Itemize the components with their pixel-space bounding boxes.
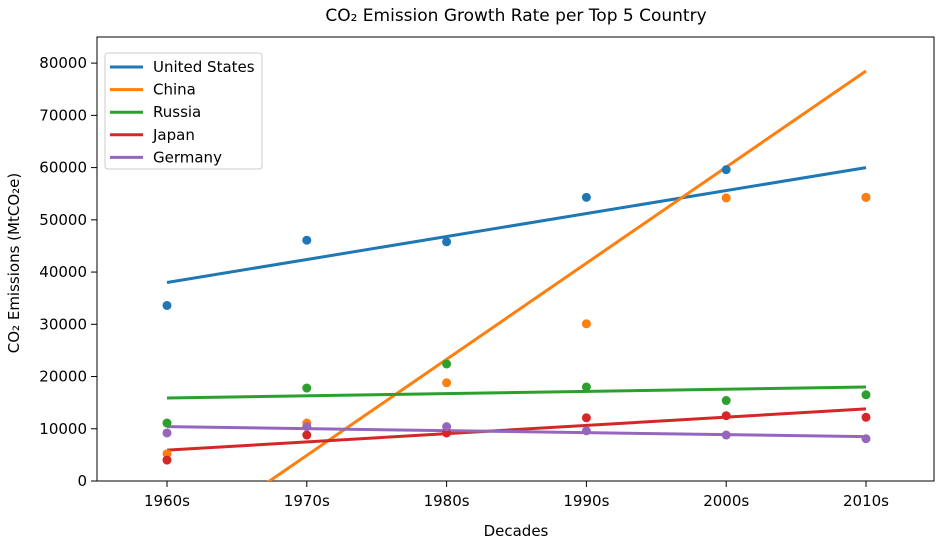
x-tick-label: 1970s <box>284 492 330 510</box>
data-point <box>721 165 731 175</box>
data-point <box>721 430 731 440</box>
y-tick-label: 50000 <box>39 211 87 229</box>
y-tick-label: 80000 <box>39 54 87 72</box>
data-point <box>581 426 591 436</box>
legend-label: Japan <box>152 126 195 144</box>
x-tick-label: 2000s <box>703 492 749 510</box>
data-point <box>442 422 452 432</box>
trend-line <box>166 166 867 284</box>
trend-line <box>166 425 867 439</box>
data-point <box>442 378 452 388</box>
x-tick-label: 1990s <box>563 492 609 510</box>
y-tick-label: 60000 <box>39 159 87 177</box>
trend-line <box>266 69 867 481</box>
plot-area: 1960s 1970s 1980s 1990s 2000s 2010s 0 10000 2000… <box>39 36 935 510</box>
legend-label: Russia <box>153 103 201 121</box>
data-point <box>302 422 312 432</box>
x-tick-label: 2010s <box>843 492 889 510</box>
y-tick-label: 10000 <box>39 420 87 438</box>
data-point <box>302 235 312 245</box>
data-point <box>581 319 591 329</box>
data-point <box>162 418 172 428</box>
data-point <box>861 434 871 444</box>
data-point <box>861 412 871 422</box>
trend-line <box>166 385 867 400</box>
y-tick-label: 30000 <box>39 315 87 333</box>
x-tick-label: 1980s <box>424 492 470 510</box>
y-axis-label: CO₂ Emissions (MtCO₂e) <box>5 173 23 353</box>
x-tick-label: 1960s <box>144 492 190 510</box>
data-point <box>162 455 172 465</box>
data-point <box>442 237 452 247</box>
legend-label: United States <box>153 58 255 76</box>
legend-label: Germany <box>153 148 222 166</box>
data-point <box>162 428 172 438</box>
data-point <box>442 359 452 369</box>
data-point <box>721 193 731 203</box>
data-point <box>581 192 591 202</box>
trend-lines <box>166 69 867 481</box>
legend-label: China <box>153 81 196 99</box>
legend: United States China Russia Japan Germany <box>104 52 263 170</box>
data-point <box>581 382 591 392</box>
data-point <box>302 430 312 440</box>
data-point <box>162 449 172 459</box>
data-point <box>162 300 172 310</box>
data-point <box>861 192 871 202</box>
data-point <box>861 390 871 400</box>
plot-frame <box>96 36 935 482</box>
data-point <box>581 413 591 423</box>
data-point <box>302 383 312 393</box>
y-tick-label: 70000 <box>39 106 87 124</box>
data-point <box>721 411 731 421</box>
data-point <box>442 428 452 438</box>
y-tick-label: 40000 <box>39 263 87 281</box>
chart-title: CO₂ Emission Growth Rate per Top 5 Count… <box>325 6 706 26</box>
legend-box <box>104 52 263 170</box>
trend-line <box>166 407 867 452</box>
y-tick-label: 20000 <box>39 368 87 386</box>
y-tick-label: 0 <box>77 472 87 490</box>
data-point <box>721 396 731 406</box>
x-axis-label: Decades <box>484 522 549 540</box>
